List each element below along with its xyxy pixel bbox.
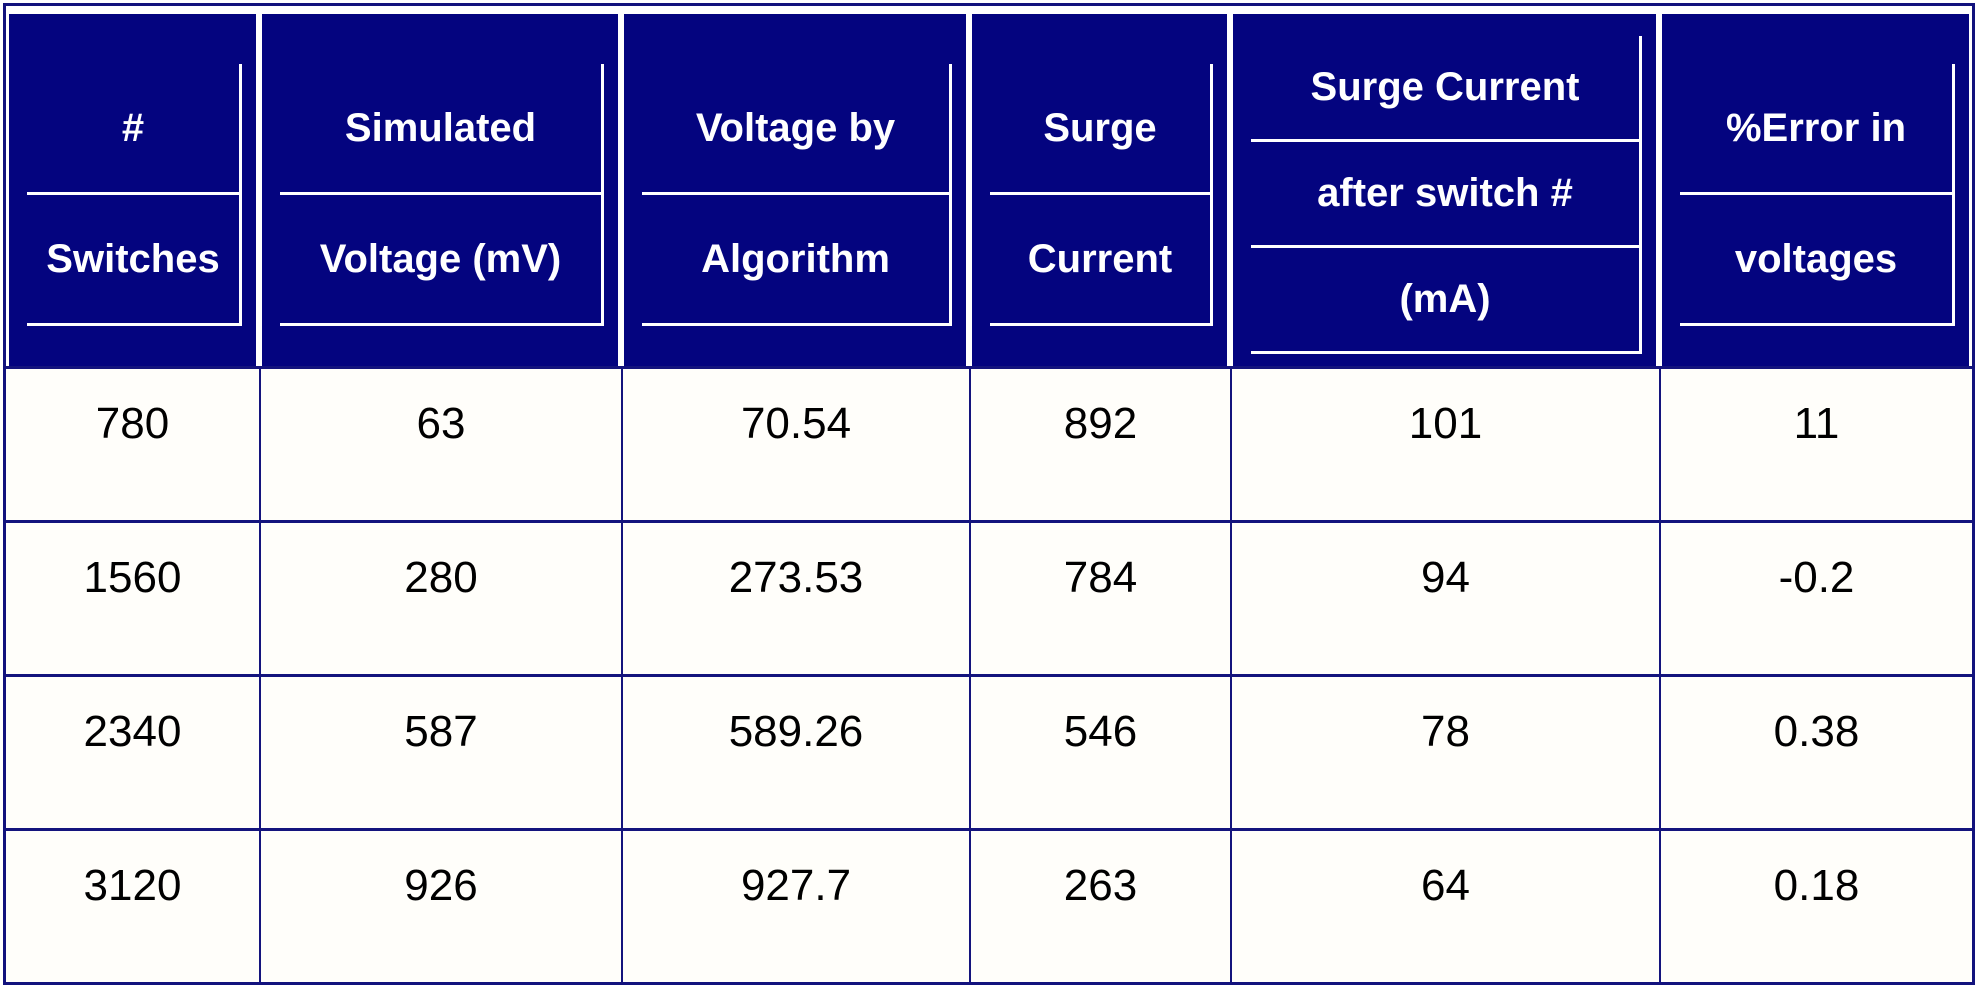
cell-percent-error-row4: 0.18 (1659, 828, 1972, 982)
header-line: Surge (990, 64, 1210, 195)
header-line: Algorithm (642, 195, 949, 326)
header-rule-box: # Switches (27, 64, 242, 326)
cell-simulated-voltage-row1: 63 (259, 366, 621, 520)
header-cell-background: Voltage by Algorithm (624, 14, 966, 366)
cell-voltage-by-algorithm-row1: 70.54 (621, 366, 969, 520)
header-line: after switch # (1251, 142, 1639, 248)
cell-voltage-by-algorithm-row3: 589.26 (621, 674, 969, 828)
cell-switches-row2: 1560 (6, 520, 259, 674)
cell-voltage-by-algorithm-row4: 927.7 (621, 828, 969, 982)
header-rule-box: Surge Current after switch # (mA) (1251, 36, 1642, 354)
header-cell-background: Surge Current after switch # (mA) (1233, 14, 1656, 366)
cell-percent-error-row3: 0.38 (1659, 674, 1972, 828)
header-cell-background: Simulated Voltage (mV) (262, 14, 618, 366)
cell-percent-error-row1: 11 (1659, 366, 1972, 520)
header-line: (mA) (1251, 248, 1639, 354)
header-rule-box: Voltage by Algorithm (642, 64, 952, 326)
cell-switches-row3: 2340 (6, 674, 259, 828)
header-rule-box: %Error in voltages (1680, 64, 1955, 326)
cell-voltage-by-algorithm-row2: 273.53 (621, 520, 969, 674)
header-line: %Error in (1680, 64, 1952, 195)
cell-simulated-voltage-row3: 587 (259, 674, 621, 828)
header-line: Current (990, 195, 1210, 326)
header-line: voltages (1680, 195, 1952, 326)
cell-switches-row4: 3120 (6, 828, 259, 982)
cell-surge-current-row3: 546 (969, 674, 1230, 828)
header-cell-surge-current: Surge Current (969, 6, 1230, 366)
header-rule-box: Simulated Voltage (mV) (280, 64, 604, 326)
cell-simulated-voltage-row2: 280 (259, 520, 621, 674)
header-cell-simulated-voltage: Simulated Voltage (mV) (259, 6, 621, 366)
cell-surge-after-switch-row4: 64 (1230, 828, 1659, 982)
header-cell-num-switches: # Switches (6, 6, 259, 366)
header-cell-surge-current-after-switch: Surge Current after switch # (mA) (1230, 6, 1659, 366)
header-line: Simulated (280, 64, 601, 195)
header-line: Surge Current (1251, 36, 1639, 142)
header-cell-voltage-by-algorithm: Voltage by Algorithm (621, 6, 969, 366)
cell-surge-after-switch-row1: 101 (1230, 366, 1659, 520)
header-line: Voltage (mV) (280, 195, 601, 326)
cell-surge-current-row2: 784 (969, 520, 1230, 674)
cell-surge-after-switch-row2: 94 (1230, 520, 1659, 674)
cell-percent-error-row2: -0.2 (1659, 520, 1972, 674)
header-cell-background: %Error in voltages (1662, 14, 1969, 366)
cell-simulated-voltage-row4: 926 (259, 828, 621, 982)
header-cell-background: # Switches (9, 14, 256, 366)
header-cell-percent-error: %Error in voltages (1659, 6, 1972, 366)
header-cell-background: Surge Current (972, 14, 1227, 366)
header-rule-box: Surge Current (990, 64, 1213, 326)
cell-surge-current-row4: 263 (969, 828, 1230, 982)
header-line: Switches (27, 195, 239, 326)
cell-surge-current-row1: 892 (969, 366, 1230, 520)
header-line: Voltage by (642, 64, 949, 195)
results-table: # Switches Simulated Voltage (mV) Voltag… (3, 3, 1975, 985)
cell-switches-row1: 780 (6, 366, 259, 520)
cell-surge-after-switch-row3: 78 (1230, 674, 1659, 828)
header-line: # (27, 64, 239, 195)
